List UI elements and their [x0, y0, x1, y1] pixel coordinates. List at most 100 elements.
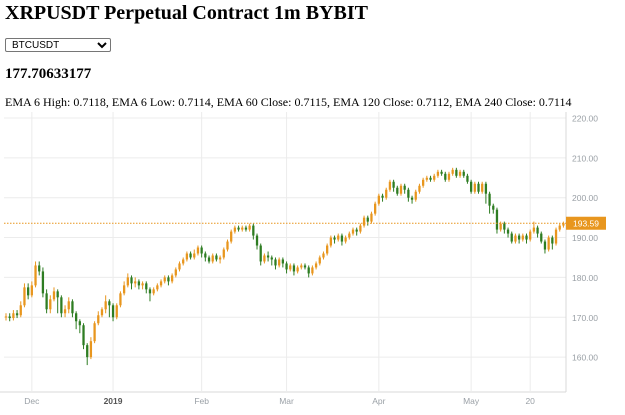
candle-body: [241, 227, 244, 230]
candle-body: [410, 197, 414, 200]
candle-body: [348, 233, 351, 238]
candle-body: [529, 231, 532, 240]
candle-body: [78, 321, 81, 326]
candle-body: [451, 169, 454, 174]
candle-body: [462, 171, 465, 176]
candle-body: [170, 275, 174, 282]
candle-body: [237, 227, 240, 230]
candle-body: [399, 185, 403, 194]
candle-body: [167, 277, 170, 282]
candles: [4, 167, 565, 366]
candle-body: [255, 235, 259, 246]
candle-body: [226, 241, 229, 250]
x-tick-label: Apr: [372, 396, 385, 406]
candle-body: [333, 237, 336, 240]
candle-body: [303, 265, 307, 268]
x-tick-label: Feb: [194, 396, 209, 406]
candle-body: [74, 313, 78, 322]
candle-body: [551, 237, 554, 244]
candle-body: [388, 181, 392, 190]
y-tick-label: 200.00: [572, 193, 598, 203]
candle-body: [525, 235, 528, 240]
candle-body: [377, 195, 380, 204]
candle-body: [156, 285, 159, 290]
candle-body: [344, 237, 347, 242]
candle-body: [159, 281, 163, 286]
y-tick-label: 210.00: [572, 153, 598, 163]
candle-body: [374, 203, 377, 214]
candle-body: [340, 235, 344, 242]
candle-body: [311, 267, 314, 274]
candle-body: [503, 223, 506, 230]
candle-body: [233, 227, 237, 232]
x-tick-label: 2019: [104, 396, 123, 406]
candle-body: [381, 195, 384, 198]
candle-body: [207, 257, 211, 262]
candle-body: [403, 185, 406, 190]
candle-body: [285, 263, 288, 270]
candle-body: [222, 249, 225, 258]
candle-body: [370, 213, 373, 222]
y-tick-label: 220.00: [572, 113, 598, 123]
candlestick-chart[interactable]: 220.00 210.00 200.00 190.00 180.00 170.00 160.…: [0, 112, 610, 410]
candle-body: [63, 309, 67, 314]
candle-body: [23, 287, 26, 306]
candle-body: [56, 291, 59, 298]
ema-values: EMA 6 High: 0.7118, EMA 6 Low: 0.7114, E…: [5, 95, 572, 109]
candle-body: [130, 277, 133, 284]
symbol-select[interactable]: BTCUSDT: [5, 38, 111, 52]
candle-body: [362, 217, 366, 226]
candle-body: [252, 225, 255, 236]
candle-body: [495, 209, 499, 230]
candle-body: [45, 293, 48, 310]
candle-body: [270, 257, 273, 260]
candle-body: [392, 181, 395, 188]
candle-body: [466, 175, 469, 182]
candle-body: [52, 291, 56, 300]
candle-body: [407, 189, 410, 198]
candle-body: [67, 301, 70, 310]
candle-body: [488, 193, 491, 206]
x-tick-label: Dec: [24, 396, 40, 406]
last-price-badge: [566, 216, 606, 230]
axes: 220.00 210.00 200.00 190.00 180.00 170.00 160.…: [0, 112, 606, 406]
candle-body: [521, 235, 524, 240]
candle-body: [484, 183, 488, 194]
candle-body: [436, 171, 440, 176]
candle-body: [396, 187, 399, 194]
candle-body: [481, 183, 484, 192]
candle-body: [307, 267, 310, 274]
candle-body: [458, 171, 462, 176]
candle-body: [499, 223, 502, 230]
candle-body: [244, 227, 248, 230]
candle-body: [193, 253, 196, 258]
candle-body: [300, 265, 303, 268]
candle-body: [100, 309, 104, 316]
candle-body: [97, 315, 100, 324]
candle-body: [433, 175, 436, 180]
candle-body: [82, 325, 85, 346]
candle-body: [15, 313, 19, 316]
candle-body: [543, 241, 547, 250]
candle-body: [547, 237, 550, 250]
candle-body: [274, 259, 277, 266]
candle-body: [230, 231, 233, 242]
candle-body: [111, 305, 115, 318]
candle-body: [204, 253, 207, 258]
candle-body: [211, 255, 214, 262]
candle-body: [41, 271, 45, 294]
candle-body: [477, 183, 480, 192]
candle-body: [4, 316, 8, 318]
candle-body: [89, 341, 93, 358]
candle-body: [86, 345, 89, 358]
candle-body: [122, 285, 126, 294]
candle-body: [329, 237, 332, 246]
candle-body: [152, 289, 155, 294]
candle-body: [141, 283, 144, 286]
candle-body: [322, 253, 325, 258]
candle-body: [8, 316, 11, 319]
x-tick-label: 20: [525, 396, 535, 406]
candle-body: [200, 247, 203, 254]
candle-body: [510, 233, 513, 242]
candle-body: [536, 227, 539, 234]
